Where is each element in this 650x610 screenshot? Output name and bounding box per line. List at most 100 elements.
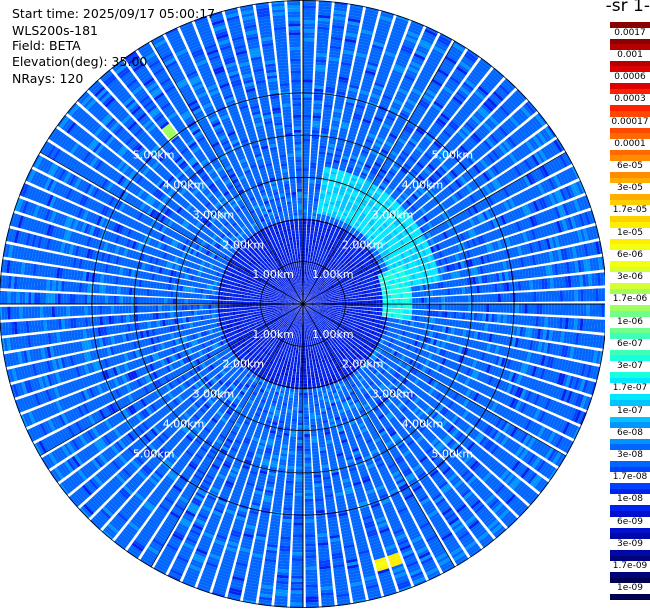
range-gate-bin <box>340 64 352 70</box>
range-gate-bin <box>347 17 361 24</box>
range-gate-bin <box>303 14 316 18</box>
range-gate-bin <box>341 224 347 230</box>
range-gate-bin <box>334 205 340 210</box>
range-gate-bin <box>453 304 457 311</box>
range-gate-bin <box>331 252 335 257</box>
range-gate-bin <box>331 33 344 38</box>
range-gate-bin <box>305 292 308 296</box>
range-gate-bin <box>371 90 382 97</box>
range-gate-bin <box>312 264 316 268</box>
range-gate-bin <box>381 59 393 66</box>
range-gate-bin <box>360 171 368 177</box>
range-gate-bin <box>418 42 431 50</box>
range-gate-bin <box>362 146 371 153</box>
range-gate-bin <box>335 215 341 220</box>
range-gate-bin <box>313 273 316 277</box>
range-gate-bin <box>318 259 322 264</box>
range-gate-bin <box>319 257 324 261</box>
range-gate-bin <box>318 225 323 230</box>
range-gate-bin <box>307 254 311 258</box>
range-gate-bin <box>381 312 386 317</box>
range-gate-bin <box>312 212 317 217</box>
range-gate-bin <box>326 80 337 85</box>
range-gate-bin <box>348 182 355 188</box>
range-gate-bin <box>308 248 312 252</box>
range-gate-bin <box>313 201 319 205</box>
range-gate-bin <box>309 171 316 175</box>
range-gate-bin <box>342 180 349 185</box>
range-gate-bin <box>473 312 478 321</box>
range-gate-bin <box>363 17 377 24</box>
range-gate-bin <box>315 180 322 185</box>
range-gate-bin <box>303 173 309 178</box>
range-gate-bin <box>396 117 407 124</box>
range-gate-bin <box>323 248 327 253</box>
range-gate-bin <box>524 304 528 314</box>
range-gate-bin <box>367 307 371 311</box>
range-gate-bin <box>318 5 332 10</box>
range-gate-bin <box>315 240 320 244</box>
range-gate-bin <box>524 292 528 302</box>
range-gate-bin <box>376 136 385 143</box>
range-gate-bin <box>411 58 423 66</box>
range-gate-bin <box>400 298 404 304</box>
range-gate-bin <box>456 295 460 303</box>
range-gate-bin <box>337 210 344 215</box>
range-gate-bin <box>311 221 316 226</box>
range-gate-bin <box>315 268 319 272</box>
range-gate-bin <box>381 316 385 321</box>
range-gate-bin <box>394 299 398 304</box>
range-gate-bin <box>374 81 385 89</box>
range-gate-bin <box>488 313 492 322</box>
range-gate-bin <box>307 290 309 294</box>
range-gate-bin <box>363 313 368 317</box>
range-gate-bin <box>324 259 328 263</box>
range-gate-bin <box>360 32 373 38</box>
range-gate-bin <box>362 185 369 191</box>
range-gate-bin <box>339 70 350 76</box>
range-gate-bin <box>571 304 575 316</box>
range-gate-bin <box>311 245 315 249</box>
range-gate-bin <box>303 11 316 15</box>
range-gate-bin <box>316 216 321 220</box>
range-gate-bin <box>601 288 605 302</box>
range-gate-bin <box>306 271 308 275</box>
range-gate-bin <box>325 218 330 223</box>
range-gate-bin <box>348 313 353 317</box>
range-gate-bin <box>403 39 416 47</box>
range-gate-bin <box>474 294 478 303</box>
range-gate-bin <box>330 125 339 131</box>
range-gate-bin <box>477 304 481 312</box>
range-gate-bin <box>311 282 314 286</box>
range-gate-bin <box>347 135 356 141</box>
range-gate-bin <box>389 34 403 41</box>
range-gate-bin <box>402 293 407 298</box>
range-gate-bin <box>303 70 314 74</box>
range-gate-bin <box>321 260 325 265</box>
range-gate-bin <box>407 66 419 74</box>
range-gate-bin <box>421 69 433 78</box>
range-gate-bin <box>562 304 567 316</box>
range-gate-bin <box>349 179 356 185</box>
range-gate-bin <box>380 99 391 107</box>
range-gate-bin <box>390 130 399 137</box>
range-gate-bin <box>530 291 534 302</box>
range-gate-bin <box>592 288 596 302</box>
range-gate-bin <box>427 56 440 65</box>
range-gate-bin <box>307 290 310 294</box>
range-gate-bin <box>349 81 360 87</box>
range-gate-bin <box>323 202 329 207</box>
range-gate-bin <box>403 304 407 309</box>
range-gate-bin <box>374 32 388 39</box>
range-gate-bin <box>317 20 330 25</box>
range-gate-bin <box>333 233 338 238</box>
range-gate-bin <box>355 55 367 61</box>
range-gate-bin <box>364 310 368 314</box>
range-gate-bin <box>339 73 350 79</box>
range-gate-bin <box>322 268 326 272</box>
range-gate-bin <box>462 295 466 303</box>
range-gate-bin <box>379 312 383 316</box>
range-gate-bin <box>313 109 322 113</box>
range-gate-bin <box>326 212 332 217</box>
range-gate-bin <box>373 38 386 45</box>
